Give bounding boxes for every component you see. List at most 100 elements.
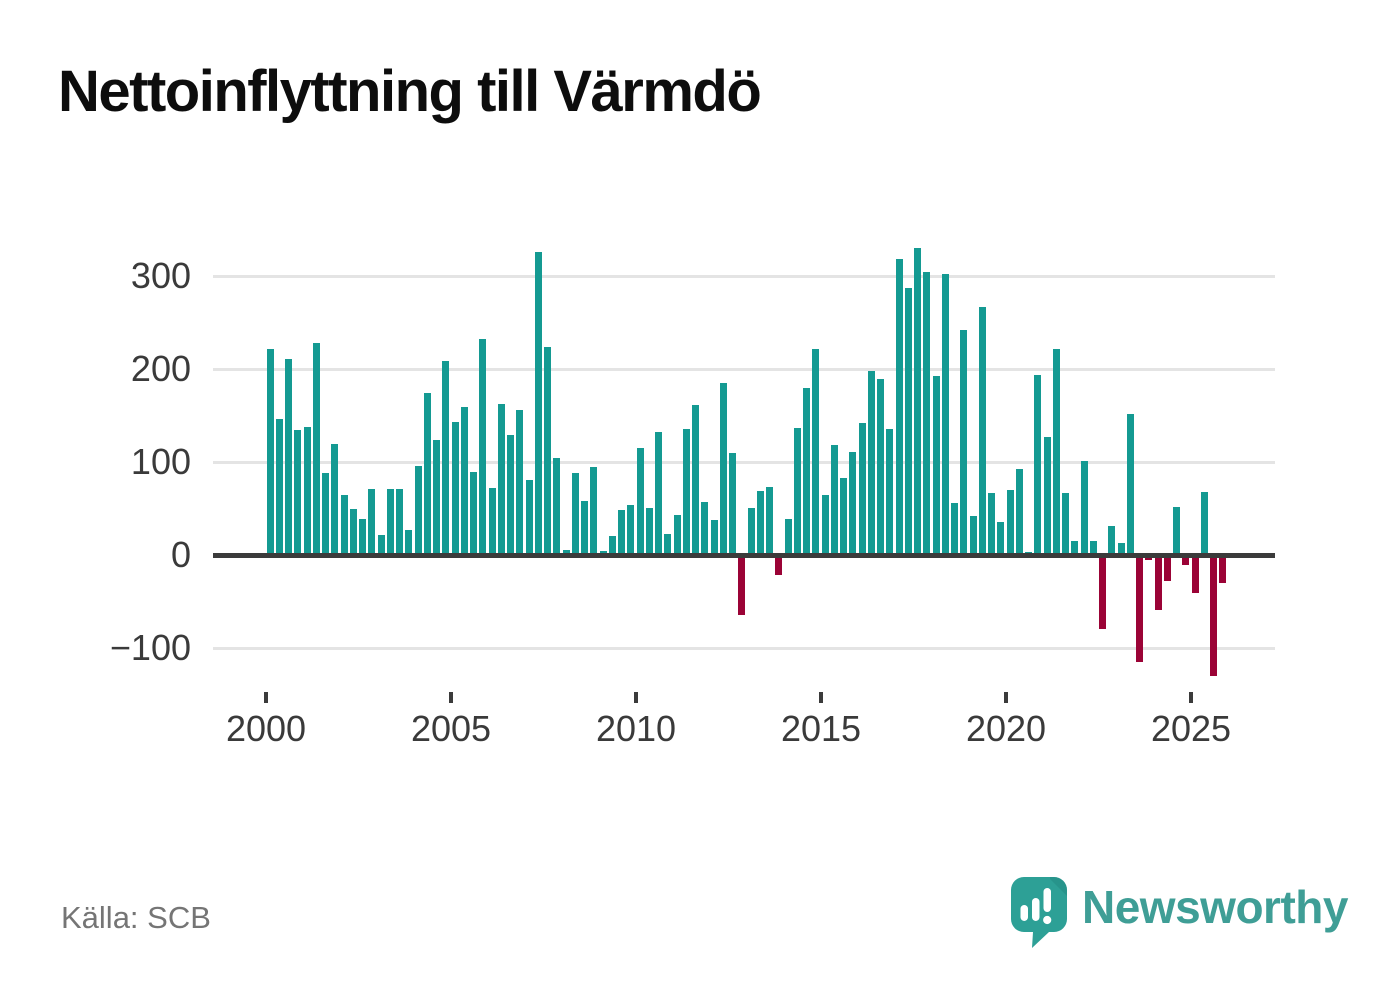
- bar: [285, 358, 292, 555]
- bar: [340, 494, 348, 555]
- bar: [701, 501, 709, 555]
- bar: [433, 439, 440, 555]
- bar: [1117, 542, 1125, 555]
- bar: [1006, 489, 1014, 555]
- bar: [941, 274, 949, 555]
- x-tick-mark: [819, 692, 823, 703]
- gridline: [213, 460, 1275, 464]
- bar: [460, 407, 468, 555]
- bar: [645, 507, 653, 555]
- bar: [1191, 555, 1199, 594]
- x-tick-label: 2025: [1150, 708, 1232, 749]
- bar: [396, 488, 403, 555]
- bar: [692, 405, 699, 555]
- bar: [1182, 555, 1190, 566]
- bar: [1015, 468, 1023, 555]
- y-tick-label: 200: [130, 348, 191, 389]
- bar: [1200, 491, 1208, 555]
- bar: [405, 529, 413, 555]
- gridline: [213, 646, 1275, 650]
- bar: [627, 504, 635, 555]
- bar: [978, 306, 986, 555]
- x-tick-label: 2015: [780, 708, 862, 749]
- bar: [331, 444, 339, 555]
- bar: [571, 473, 579, 555]
- bar: [1080, 461, 1088, 555]
- bar: [470, 472, 477, 555]
- bar: [442, 360, 450, 555]
- bar: [1052, 348, 1060, 555]
- bar: [1108, 526, 1116, 555]
- newsworthy-logo-text: Newsworthy: [1082, 881, 1348, 933]
- bar: [1062, 492, 1069, 555]
- bar: [867, 370, 875, 555]
- bar: [673, 515, 681, 555]
- bar: [784, 518, 792, 555]
- bar: [932, 376, 940, 555]
- bar: [1126, 413, 1134, 555]
- bar: [710, 519, 718, 555]
- bar: [997, 521, 1005, 555]
- bar: [1089, 541, 1097, 555]
- bar: [414, 465, 422, 555]
- bar: [849, 451, 857, 555]
- bar: [359, 518, 366, 555]
- y-tick-label: 100: [130, 441, 191, 482]
- bar: [951, 502, 958, 555]
- bar: [877, 379, 884, 555]
- gridline: [213, 367, 1275, 371]
- bar: [488, 488, 496, 555]
- x-tick-label: 2000: [225, 708, 307, 749]
- bar: [886, 429, 894, 555]
- source-label: Källa: SCB: [61, 900, 211, 935]
- x-tick-label: 2020: [965, 708, 1047, 749]
- bar: [423, 393, 431, 555]
- x-tick-mark: [449, 692, 453, 703]
- x-tick-mark: [1189, 692, 1193, 703]
- bar: [904, 288, 912, 555]
- bar: [969, 515, 977, 555]
- bar: [1163, 555, 1171, 582]
- bar: [895, 259, 903, 555]
- bar: [1210, 555, 1217, 676]
- x-tick-label: 2005: [410, 708, 492, 749]
- newsworthy-logo: Newsworthy: [1010, 876, 1348, 950]
- bar: [544, 346, 551, 555]
- bar: [581, 501, 588, 555]
- bar: [766, 487, 773, 555]
- bar: [1136, 555, 1143, 662]
- bar: [1099, 555, 1106, 630]
- y-tick-label: −100: [109, 627, 191, 668]
- bar: [451, 422, 459, 555]
- y-tick-label: 300: [130, 255, 191, 296]
- bar: [664, 533, 672, 555]
- bar: [923, 272, 931, 555]
- x-tick-mark: [264, 692, 268, 703]
- bar: [960, 329, 968, 555]
- bar: [1071, 541, 1079, 555]
- bar: [1154, 555, 1162, 610]
- bar: [349, 508, 357, 555]
- bar: [756, 490, 764, 555]
- bar: [655, 432, 662, 555]
- bar: [525, 479, 533, 555]
- bar: [729, 452, 736, 555]
- bar: [303, 426, 311, 555]
- newsworthy-logo-icon: [1011, 877, 1067, 948]
- bar: [914, 248, 921, 555]
- bar: [821, 494, 829, 555]
- bar: [294, 430, 302, 555]
- x-tick-mark: [634, 692, 638, 703]
- bar: [682, 428, 690, 555]
- bar: [858, 422, 866, 555]
- y-tick-label: 0: [170, 534, 191, 575]
- bar: [322, 473, 329, 555]
- bar: [1034, 374, 1042, 555]
- bar: [386, 488, 394, 555]
- bar: [1219, 555, 1227, 583]
- bar: [507, 435, 514, 555]
- bar: [497, 404, 505, 555]
- bar: [738, 555, 746, 616]
- bar: [793, 427, 801, 555]
